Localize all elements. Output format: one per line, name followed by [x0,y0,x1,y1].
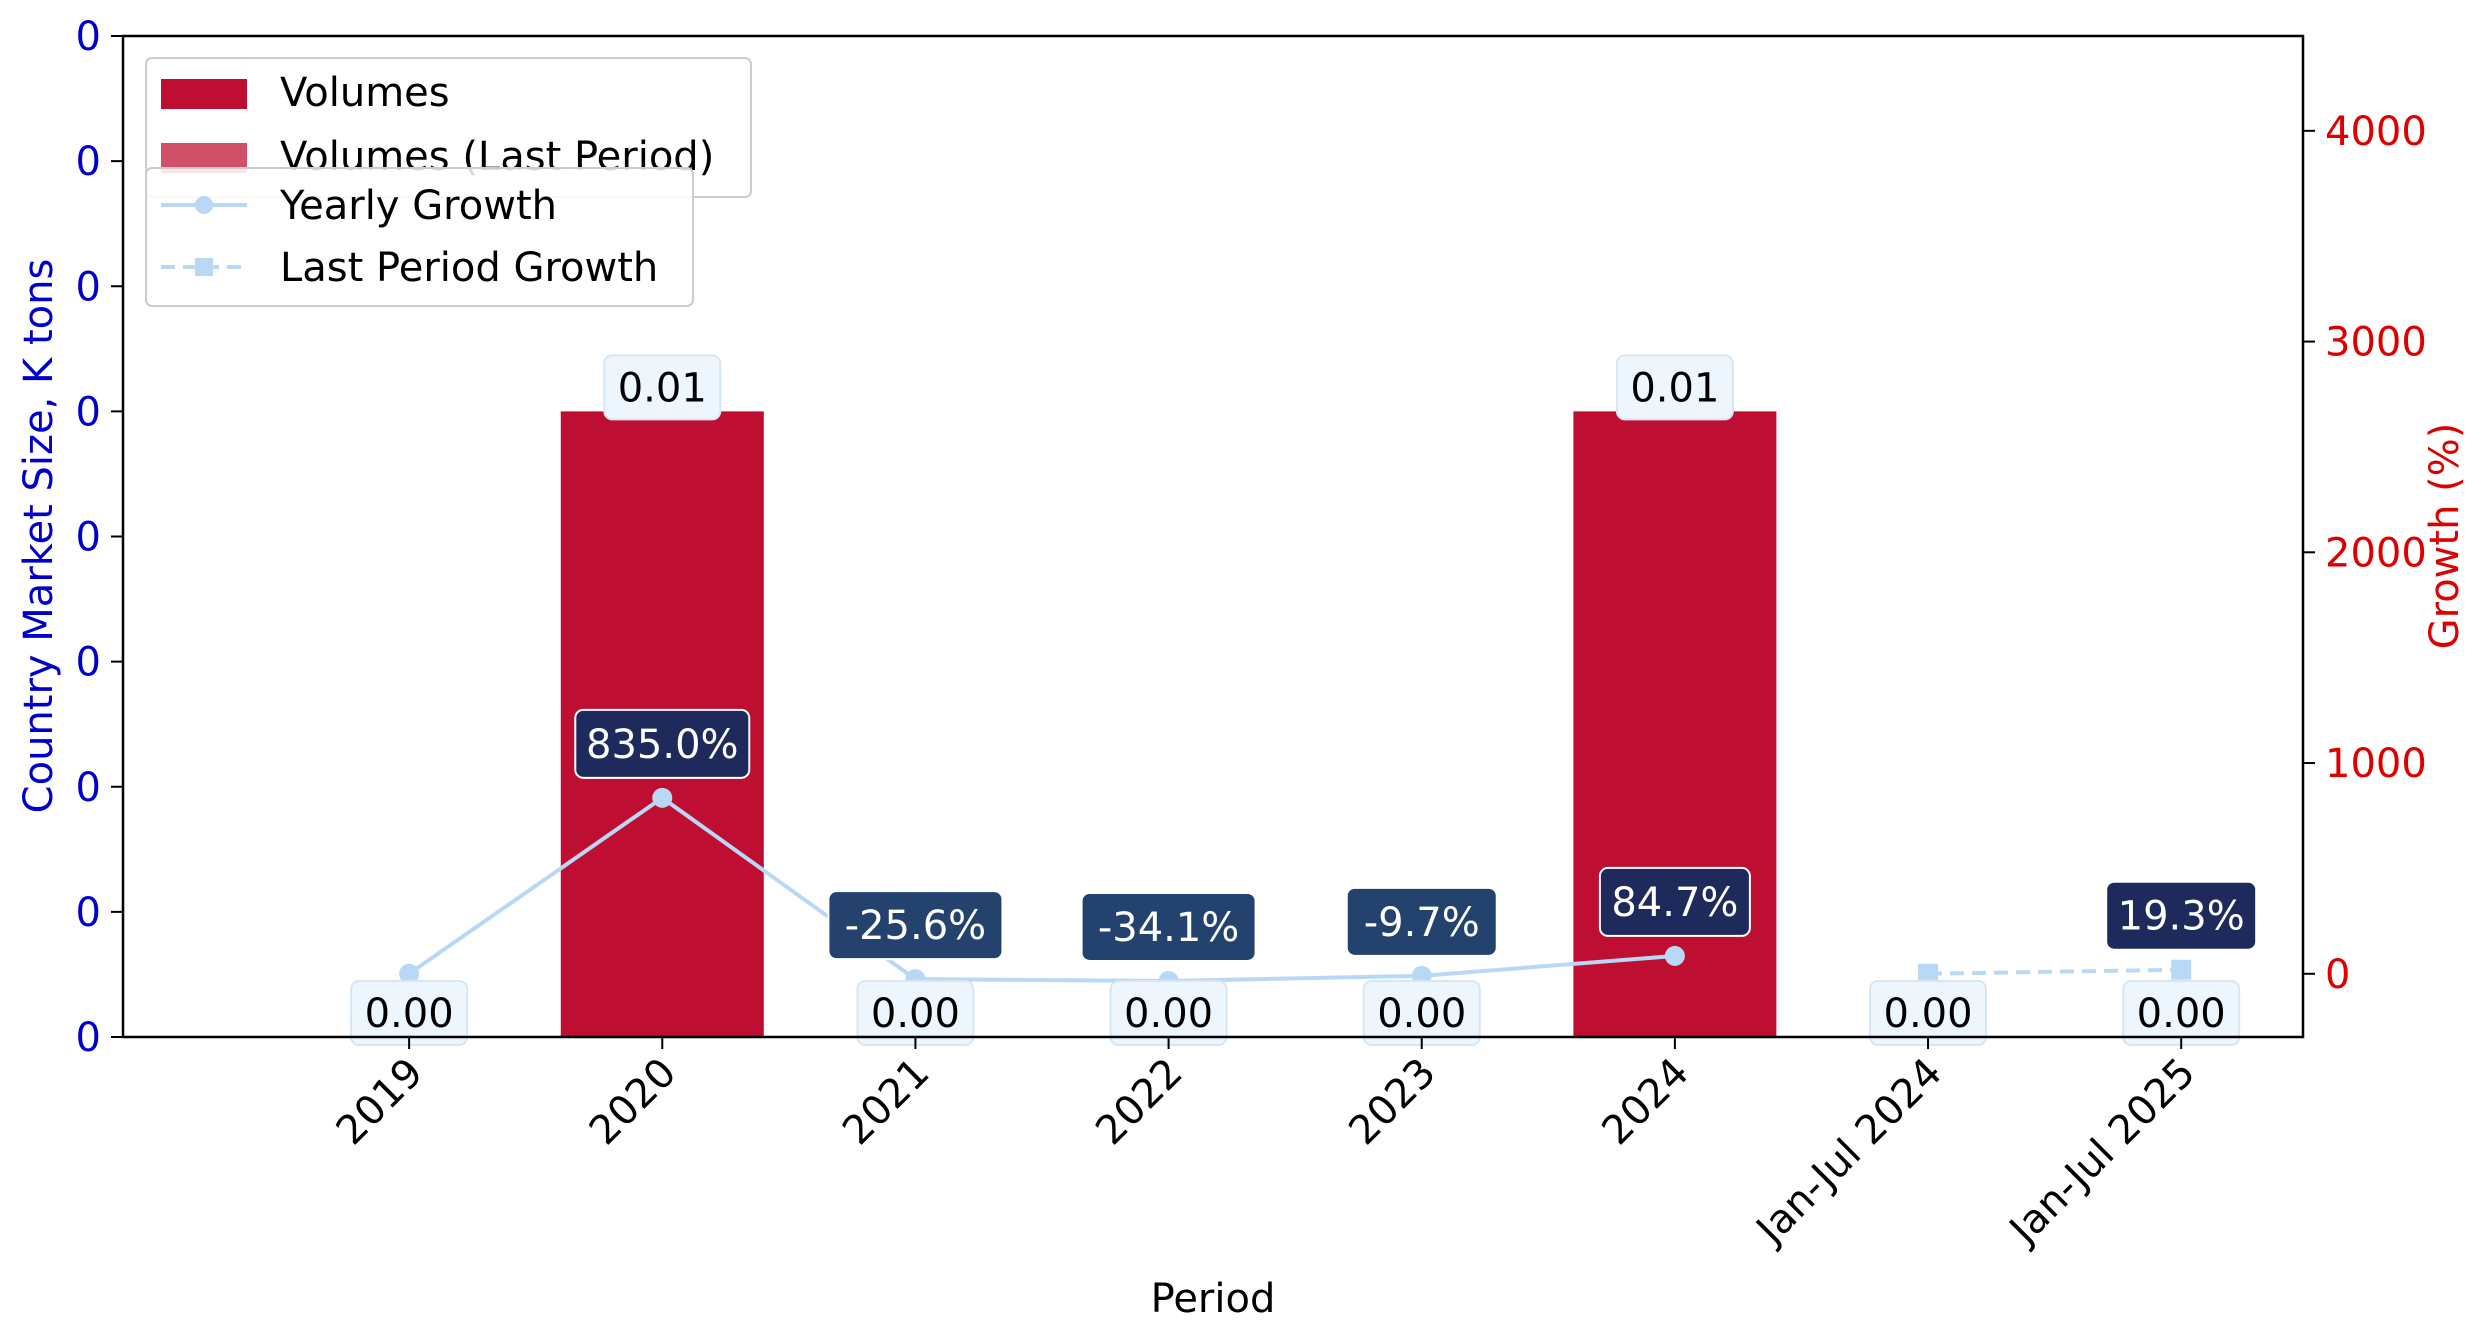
legend-lines-frame [145,167,694,307]
right-axis-title: Growth (%) [2422,423,2468,650]
bar-value-label-2020: 0.01 [603,354,722,421]
lines-layer [399,787,2192,991]
growth-label-text: 84.7% [1611,880,1738,926]
left-axis: 0 0 0 0 0 0 0 0 0 [76,14,123,1061]
point-yearly-growth-2019 [399,963,420,984]
left-axis-tick-label: 0 [76,14,101,60]
growth-label-text: -9.7% [1364,900,1480,946]
growth-label-text: -34.1% [1098,905,1240,951]
growth-label-yearly-growth-2022: -34.1% [1080,891,1257,962]
growth-label-yearly-growth-2024: 84.7% [1598,866,1751,937]
line-yearly-growth [407,795,1676,983]
bar-value-label-jan-jul-2024: 0.00 [1869,980,1988,1046]
point-yearly-growth-2024 [1664,945,1685,966]
growth-label-last-period-growth-jan-jul-2025: 19.3% [2105,880,2258,951]
bar-volumes-2024 [1573,411,1777,1037]
bar-value-label-box [1615,354,1734,421]
legend-marker-last-period-growth [195,258,213,276]
right-axis-tick-label: 2000 [2325,530,2427,576]
left-axis-tick-label: 0 [76,640,101,686]
growth-label-box [2105,880,2258,951]
bar-value-label-2019: 0.00 [350,980,469,1046]
growth-label-text: -25.6% [845,903,987,949]
bar-value-label-text: 0.01 [618,365,707,411]
left-axis-tick-label: 0 [76,139,101,185]
bar-value-label-text: 0.00 [1377,991,1466,1037]
growth-label-box [1080,891,1257,962]
growth-label-box [574,708,751,779]
right-axis-tick-label: 3000 [2325,320,2427,366]
growth-label-text: 835.0% [586,722,739,768]
left-axis-tick-label: 0 [76,765,101,811]
bar-value-label-text: 0.01 [1630,365,1719,411]
bar-value-label-box [603,354,722,421]
bar-value-label-text: 0.00 [871,991,960,1037]
growth-label-yearly-growth-2021: -25.6% [827,890,1004,961]
line-last-period-growth [1928,967,2182,976]
point-last-period-growth-jan-jul-2024 [1918,963,1939,984]
growth-label-box [1598,866,1751,937]
growth-label-box [1345,886,1498,957]
point-yearly-growth-2020 [652,787,673,808]
left-axis-tick-label: 0 [76,890,101,936]
left-axis-tick-label: 0 [76,264,101,310]
bar-value-label-2023: 0.00 [1362,980,1481,1046]
labels-layer: 0.00 0.01 0.00 0.00 0.00 0.01 0.00 0.00 835.0% -2… [350,354,2258,1046]
legend-label-last-period-growth: Last Period Growth [280,245,658,291]
right-axis: 0 1000 2000 3000 4000 [2303,109,2427,998]
bar-value-label-text: 0.00 [365,991,454,1037]
right-axis-tick-label: 4000 [2325,109,2427,155]
bar-value-label-jan-jul-2025: 0.00 [2122,980,2241,1046]
left-axis-tick-label: 0 [76,389,101,435]
right-axis-tick-label: 0 [2325,952,2350,998]
bar-value-label-2021: 0.00 [856,980,975,1046]
growth-label-yearly-growth-2020: 835.0% [574,708,751,779]
growth-label-box [827,890,1004,961]
bar-value-label-2024: 0.01 [1615,354,1734,421]
legend-label-yearly-growth: Yearly Growth [279,183,557,229]
right-axis-tick-label: 1000 [2325,741,2427,787]
legend-label-volumes: Volumes [280,70,450,116]
x-axis-title: Period [1151,1276,1276,1322]
left-axis-title: Country Market Size, K tons [16,259,62,814]
bar-value-label-text: 0.00 [1884,991,1973,1037]
legend-lines: Yearly Growth Last Period Growth [145,167,694,307]
bar-value-label-2022: 0.00 [1109,980,1228,1046]
growth-label-text: 19.3% [2118,894,2245,940]
bar-value-label-text: 0.00 [2137,991,2226,1037]
left-axis-tick-label: 0 [76,1015,101,1061]
growth-label-yearly-growth-2023: -9.7% [1345,886,1498,957]
left-axis-tick-label: 0 [76,515,101,561]
legend-marker-yearly-growth [195,196,213,214]
bar-value-label-text: 0.00 [1124,991,1213,1037]
legend-bars: Volumes Volumes (Last Period) [145,57,752,198]
point-last-period-growth-jan-jul-2025 [2171,959,2192,980]
legend-swatch-volumes [161,79,247,109]
